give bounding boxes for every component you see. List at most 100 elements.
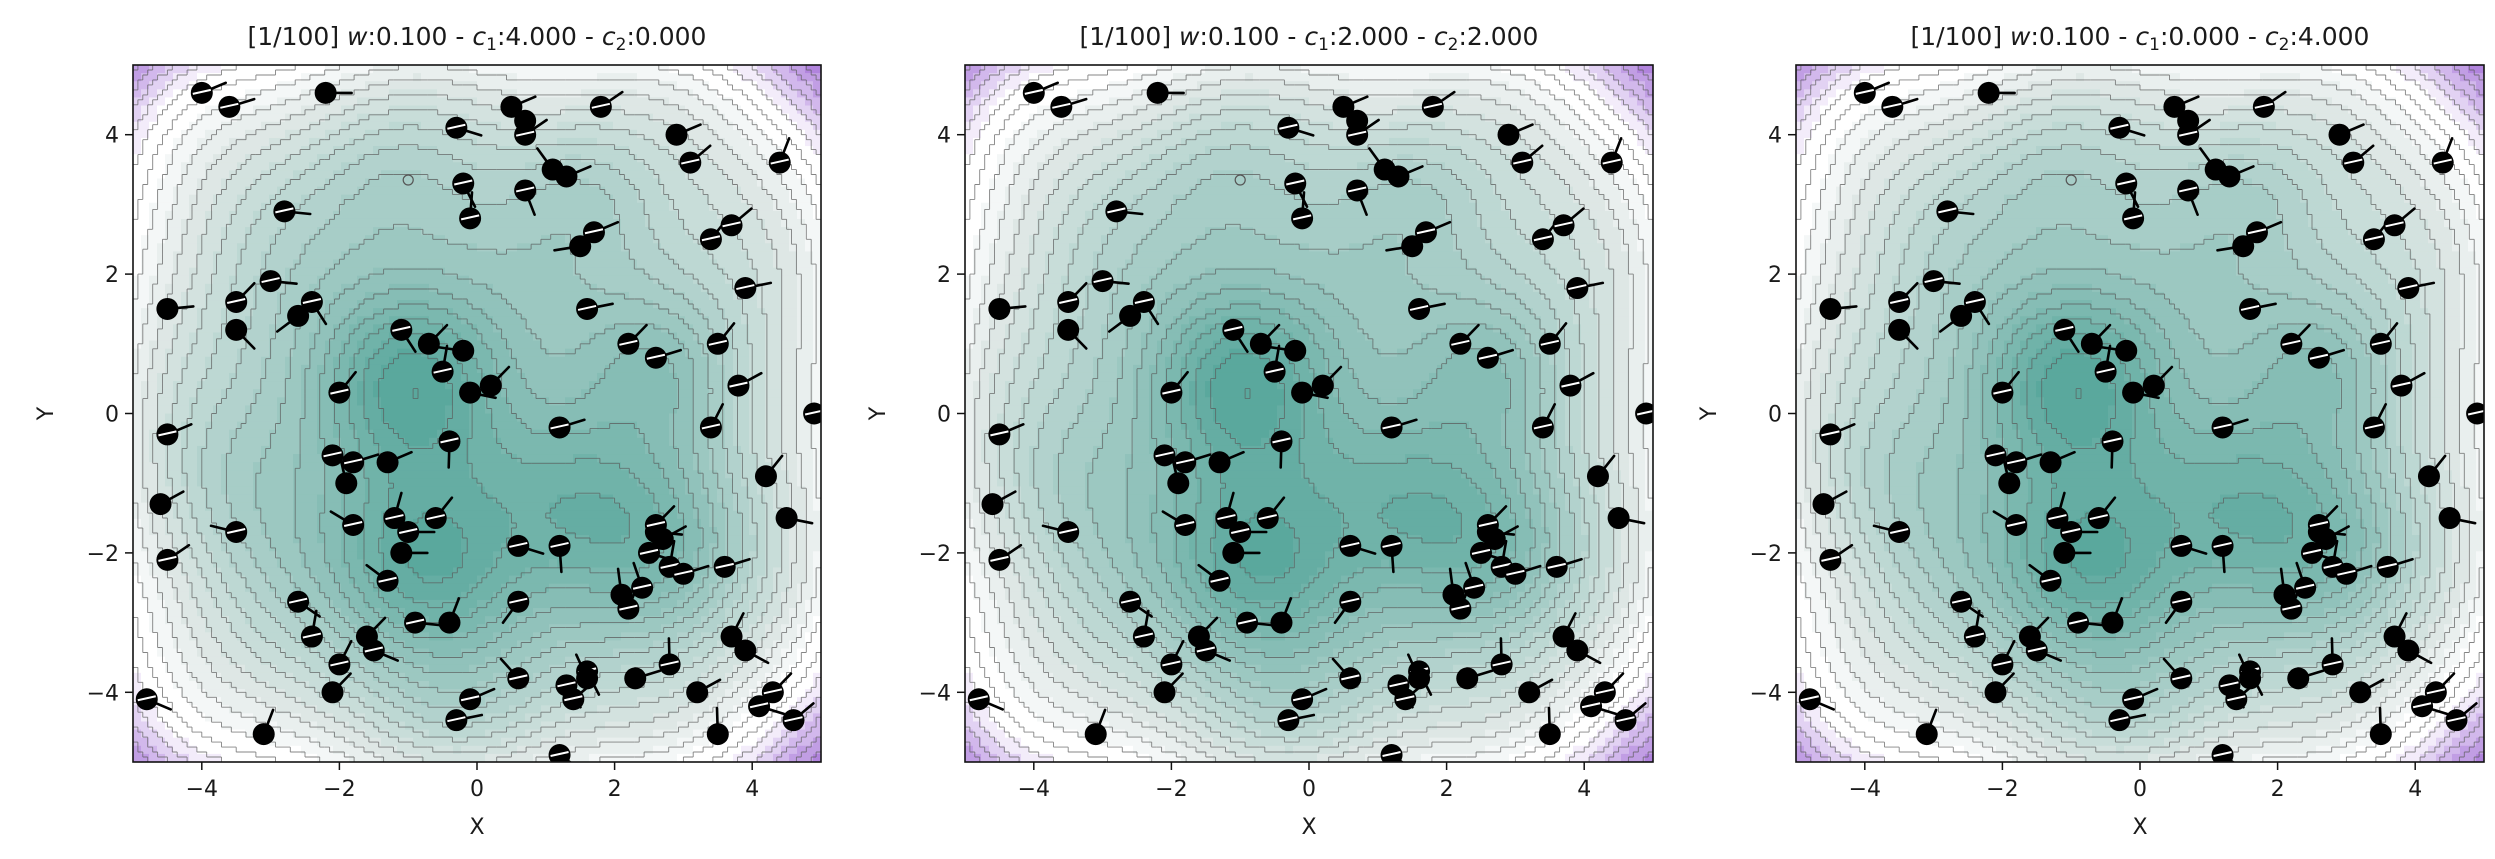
particle-stripe bbox=[2048, 514, 2067, 521]
y-tick-label: 2 bbox=[937, 263, 951, 288]
particle-stripe bbox=[1889, 528, 1909, 534]
particle-stripe bbox=[1210, 576, 1229, 583]
particle bbox=[2101, 430, 2124, 469]
particle-marker bbox=[1819, 297, 1842, 320]
particle bbox=[1167, 456, 1190, 495]
particle bbox=[2335, 562, 2373, 585]
particle bbox=[149, 490, 185, 516]
particle bbox=[2342, 144, 2375, 174]
particle bbox=[2211, 416, 2249, 439]
particle-stripe bbox=[2041, 576, 2060, 583]
particle-stripe bbox=[1175, 521, 1195, 527]
particle bbox=[1607, 507, 1646, 530]
particle-marker bbox=[2218, 165, 2241, 188]
particle bbox=[1566, 277, 1605, 300]
particle-marker bbox=[2369, 723, 2392, 746]
particle bbox=[1593, 672, 1625, 704]
particle-stripe bbox=[1347, 186, 1367, 193]
particle-stripe bbox=[2213, 751, 2232, 758]
particle bbox=[1215, 491, 1238, 530]
particle-stripe bbox=[1800, 695, 1819, 702]
particle-marker bbox=[988, 297, 1011, 320]
particle bbox=[1291, 381, 1329, 404]
particle-marker bbox=[459, 381, 482, 404]
particle-stripe bbox=[1889, 298, 1909, 304]
particle bbox=[417, 323, 449, 355]
particle-stripe bbox=[1162, 660, 1181, 667]
particle-stripe bbox=[1547, 562, 1566, 569]
particle bbox=[2053, 541, 2092, 564]
particle-stripe bbox=[158, 430, 177, 437]
particle bbox=[445, 709, 484, 732]
particle bbox=[548, 416, 586, 439]
particle-stripe bbox=[158, 555, 177, 562]
subplot-2: −4 −2 0 2 4 4 2 0 −2 −4 X Y [1/100] w:0.100 - c1:2.0… bbox=[866, 22, 1654, 840]
particle bbox=[1977, 81, 2016, 104]
particle-stripe bbox=[509, 541, 528, 548]
particle bbox=[2163, 95, 2200, 118]
particle-stripe bbox=[1389, 681, 1408, 688]
particle-marker bbox=[2163, 95, 2186, 118]
particle bbox=[548, 534, 571, 574]
particle-marker bbox=[1119, 304, 1142, 327]
particle bbox=[2087, 496, 2117, 530]
particle-stripe bbox=[330, 388, 349, 395]
particle-stripe bbox=[1451, 604, 1470, 611]
particle-stripe bbox=[2213, 423, 2232, 430]
subplot-title: [1/100] w:0.100 - c1:4.000 - c2:0.000 bbox=[248, 22, 707, 55]
particle bbox=[658, 637, 681, 676]
particle-stripe bbox=[1279, 123, 1298, 130]
particle bbox=[1291, 687, 1328, 711]
particle bbox=[328, 370, 357, 404]
particle-stripe bbox=[1492, 660, 1511, 667]
particle bbox=[582, 220, 620, 244]
particle bbox=[2177, 179, 2200, 216]
particle bbox=[1991, 639, 2016, 676]
particle bbox=[754, 454, 784, 488]
particle-marker bbox=[1977, 81, 2000, 104]
particle bbox=[2115, 172, 2140, 208]
particle bbox=[501, 590, 530, 625]
particle bbox=[424, 496, 454, 530]
particle-stripe bbox=[1286, 179, 1305, 186]
particle-stripe bbox=[990, 430, 1009, 437]
particle-marker bbox=[720, 625, 743, 648]
particle bbox=[574, 653, 599, 690]
particle bbox=[365, 563, 399, 592]
particle-marker bbox=[287, 304, 310, 327]
particle-stripe bbox=[2371, 339, 2391, 346]
particle bbox=[699, 402, 725, 439]
particle-stripe bbox=[2117, 179, 2136, 186]
particle-stripe bbox=[2110, 716, 2129, 723]
particle-marker bbox=[1538, 723, 1561, 746]
subplot-1: −4 −2 0 2 4 4 2 0 −2 −4 X Y [1/100] w:0.100 - c1:4.0… bbox=[34, 22, 822, 840]
particle bbox=[2445, 702, 2478, 732]
particle-marker bbox=[479, 374, 502, 397]
particle bbox=[1380, 744, 1405, 762]
particle-marker bbox=[1888, 318, 1911, 341]
particle bbox=[1256, 496, 1286, 530]
particle bbox=[1614, 702, 1647, 732]
particle-stripe bbox=[784, 716, 803, 723]
y-tick-label: 2 bbox=[105, 263, 119, 288]
particle-stripe bbox=[509, 597, 528, 604]
particle-stripe bbox=[192, 88, 212, 95]
particle-stripe bbox=[1464, 583, 1484, 590]
particle bbox=[1470, 541, 1508, 564]
particle bbox=[2094, 344, 2117, 383]
particle bbox=[275, 304, 310, 333]
particle-stripe bbox=[1155, 451, 1174, 458]
particle bbox=[300, 290, 328, 326]
particle bbox=[2122, 381, 2160, 404]
particle-marker bbox=[2122, 381, 2145, 404]
particle bbox=[1414, 220, 1452, 244]
particle bbox=[967, 688, 1005, 711]
x-tick-label: −4 bbox=[1018, 777, 1050, 802]
particle-stripe bbox=[749, 702, 769, 709]
particle bbox=[1888, 281, 1919, 313]
particle-stripe bbox=[550, 423, 569, 430]
particle-stripe bbox=[1382, 541, 1401, 548]
particle-stripe bbox=[2337, 569, 2356, 576]
particle-stripe bbox=[2006, 458, 2026, 465]
particle-stripe bbox=[2364, 423, 2384, 430]
